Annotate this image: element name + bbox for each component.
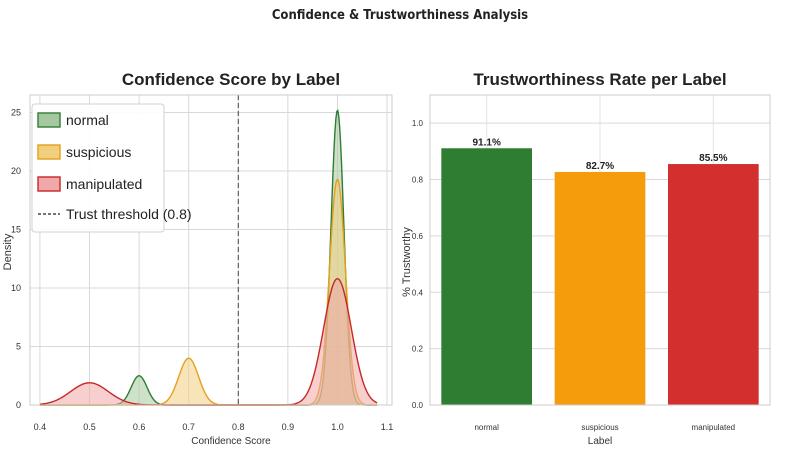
legend-swatch-suspicious (37, 144, 61, 160)
kde-x-tick-label: 0.8 (232, 422, 245, 432)
kde-y-tick-label: 25 (11, 108, 21, 118)
bar-value-label-suspicious: 82.7% (586, 161, 614, 172)
bar-y-tick-label: 0.0 (412, 401, 424, 410)
bar-y-axis-label: % Trustworthy (401, 227, 413, 297)
bar-y-tick-label: 0.6 (412, 232, 424, 241)
kde-area-manipulated (39, 278, 378, 405)
kde-chart: Confidence Score by Label 0.4 0.5 0.6 0.7 0.… (2, 70, 393, 447)
kde-x-tick-label: 0.5 (83, 422, 96, 432)
bar-chart: Trustworthiness Rate per Label normal sus… (401, 70, 771, 447)
bar-value-labels: 91.1% 82.7% 85.5% (472, 137, 727, 172)
kde-x-tick-label: 0.9 (282, 422, 295, 432)
kde-x-tick-labels: 0.4 0.5 0.6 0.7 0.8 0.9 1.0 1.1 (34, 422, 394, 432)
legend-label-suspicious: suspicious (66, 144, 131, 160)
legend-frame (31, 103, 165, 233)
bar-manipulated (668, 164, 759, 405)
bar-x-axis-label: Label (588, 436, 612, 447)
kde-x-tick-label: 0.7 (182, 422, 195, 432)
legend-label-threshold: Trust threshold (0.8) (66, 206, 192, 222)
bar-plot-frame (429, 94, 771, 406)
bar-y-tick-label: 0.4 (412, 288, 424, 297)
legend-swatch-manipulated (37, 176, 61, 192)
bar-y-tick-label: 0.8 (412, 176, 424, 185)
kde-y-tick-label: 15 (11, 225, 21, 235)
kde-plot-frame (29, 94, 393, 406)
kde-y-tick-label: 20 (11, 166, 21, 176)
kde-y-tick-labels: 0 5 10 15 20 25 (11, 108, 21, 410)
legend-label-manipulated: manipulated (66, 176, 142, 192)
kde-x-axis-label: Confidence Score (191, 436, 271, 447)
bar-chart-title: Trustworthiness Rate per Label (473, 70, 726, 89)
legend-swatch-normal (37, 112, 61, 128)
kde-y-tick-label: 10 (11, 283, 21, 293)
bar-normal (441, 148, 532, 405)
kde-x-tick-label: 0.6 (133, 422, 146, 432)
bar-value-label-normal: 91.1% (472, 137, 500, 148)
figure-suptitle: Confidence & Trustworthiness Analysis (271, 8, 529, 23)
kde-y-axis-label: Density (2, 233, 14, 270)
bar-x-tick-label-manipulated: manipulated (692, 423, 736, 432)
bar-value-label-manipulated: 85.5% (699, 153, 727, 164)
bar-suspicious (554, 171, 646, 405)
bar-x-tick-label-normal: normal (474, 423, 499, 432)
kde-y-tick-label: 0 (16, 400, 21, 410)
kde-legend: normal suspicious manipulated Trust thre… (31, 103, 192, 233)
bar-y-tick-labels: 0.0 0.2 0.4 0.6 0.8 1.0 (412, 119, 424, 410)
kde-y-tick-label: 5 (16, 342, 21, 352)
kde-x-tick-label: 0.4 (34, 422, 47, 432)
legend-label-normal: normal (66, 112, 109, 128)
bar-x-tick-label-suspicious: suspicious (581, 423, 618, 432)
bar-y-tick-label: 0.2 (412, 345, 424, 354)
bar-bars (441, 148, 759, 405)
bar-x-tick-labels: normal suspicious manipulated (474, 423, 735, 432)
kde-x-tick-label: 1.0 (331, 422, 344, 432)
kde-chart-title: Confidence Score by Label (122, 70, 340, 89)
kde-x-tick-label: 1.1 (381, 422, 394, 432)
bar-y-tick-label: 1.0 (412, 119, 424, 128)
